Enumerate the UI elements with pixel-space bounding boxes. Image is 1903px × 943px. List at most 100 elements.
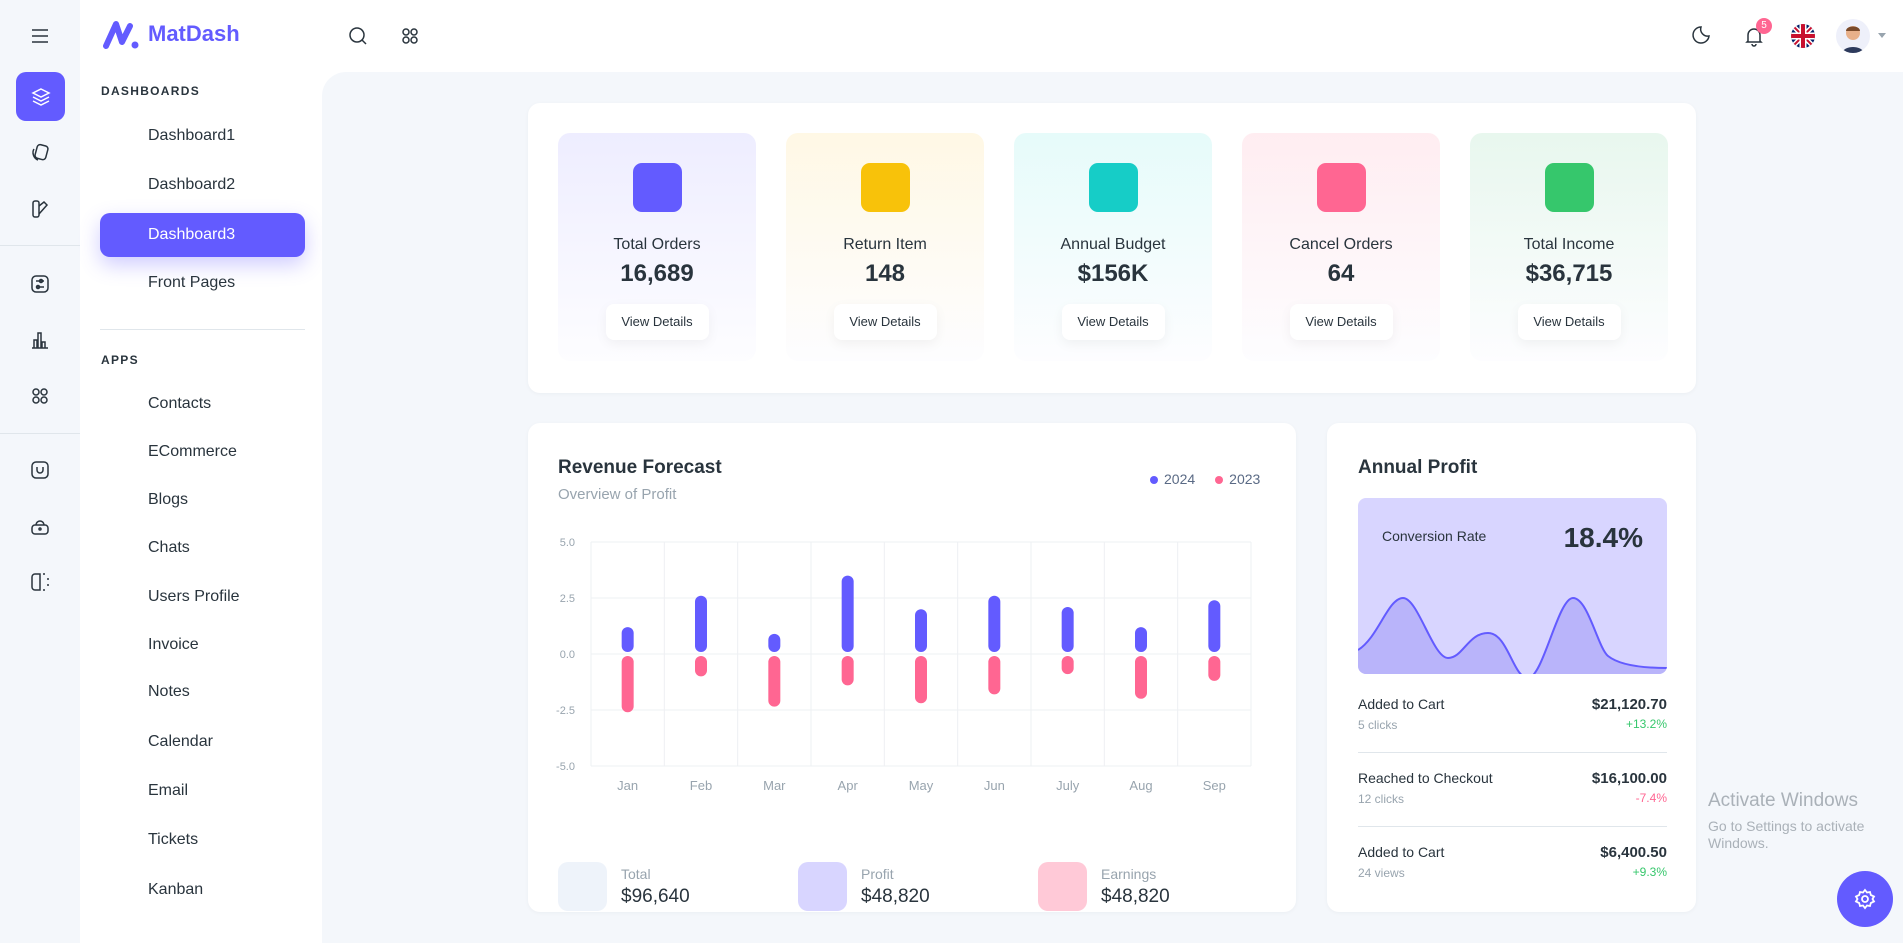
y-tick-label: 2.5 <box>560 593 575 605</box>
sidebar-item-blogs[interactable]: Blogs <box>100 478 305 522</box>
revenue-chart: 5.0 2.5 0.0 -2.5 -5.0 Jan Feb Mar Apr May Jun July A… <box>556 537 1252 793</box>
trees-icon <box>1544 163 1594 212</box>
bar-2024-Jan[interactable] <box>621 627 634 652</box>
view-details-button[interactable]: View Details <box>833 304 937 340</box>
section-title: DASHBOARDS <box>101 84 201 98</box>
sidebar-item-label: Invoice <box>148 636 199 653</box>
split-panel-icon[interactable] <box>20 562 60 602</box>
user-shield-icon <box>116 587 136 607</box>
summary-profit: Profit $48,820 <box>798 862 930 911</box>
cards-icon[interactable] <box>20 133 60 173</box>
sidebar-item-dashboard3[interactable]: Dashboard3 <box>100 213 305 257</box>
sidebar-item-contacts[interactable]: Contacts <box>100 382 305 426</box>
profit-row: Added to Cart 24 views $6,400.50 +9.3% <box>1358 844 1667 880</box>
bar-2024-May[interactable] <box>915 609 927 652</box>
bar-2023-Sep[interactable] <box>1208 656 1221 681</box>
view-details-button[interactable]: View Details <box>1061 304 1165 340</box>
moon-icon[interactable] <box>1689 24 1713 48</box>
bar-2023-Jun[interactable] <box>988 656 1001 695</box>
search-icon[interactable] <box>346 24 370 48</box>
caret-down-icon[interactable] <box>1878 33 1886 38</box>
row-sub: 12 clicks <box>1358 792 1405 806</box>
bar-2023-Feb[interactable] <box>695 656 707 677</box>
bag-icon <box>1088 163 1138 212</box>
bar-2024-Aug[interactable] <box>1135 627 1147 652</box>
bell-icon[interactable]: 5 <box>1742 18 1772 48</box>
menu-icon[interactable] <box>20 16 60 56</box>
bar-2024-Feb[interactable] <box>695 595 707 652</box>
row-change: +9.3% <box>1632 865 1667 879</box>
divider <box>0 245 80 246</box>
stat-card-return-item: Return Item 148 View Details <box>786 133 984 361</box>
conversion-sparkline <box>1358 596 1667 674</box>
bar-2023-Jan[interactable] <box>621 656 634 713</box>
calendar-icon <box>116 732 136 752</box>
sidebar-item-invoice[interactable]: Invoice <box>100 623 305 667</box>
legend-label: 2023 <box>1229 471 1261 487</box>
stat-value: 148 <box>864 260 906 287</box>
sidebar-item-notes[interactable]: Notes <box>100 670 305 714</box>
legend-item[interactable]: 2024 <box>1150 471 1195 487</box>
dollar-icon <box>798 862 847 911</box>
lock-icon[interactable] <box>20 506 60 546</box>
bar-chart-icon[interactable] <box>20 320 60 360</box>
sidebar-item-label: Front Pages <box>148 274 236 291</box>
stat-value: 16,689 <box>620 260 694 287</box>
sidebar-item-ecommerce[interactable]: ECommerce <box>100 430 305 474</box>
stat-card-total-orders: Total Orders 16,689 View Details <box>558 133 756 361</box>
logo[interactable]: MatDash <box>102 18 240 50</box>
summary-value: $48,820 <box>861 885 930 907</box>
sidebar-item-tickets[interactable]: Tickets <box>100 818 305 862</box>
chevron-down-icon <box>275 445 289 459</box>
chevron-down-icon <box>275 493 289 507</box>
bar-2024-July[interactable] <box>1061 606 1074 652</box>
avatar[interactable] <box>1836 19 1870 53</box>
home-icon <box>116 273 136 293</box>
bar-2023-Mar[interactable] <box>768 656 781 707</box>
palette-icon[interactable] <box>20 189 60 229</box>
bar-2023-Apr[interactable] <box>841 656 854 686</box>
sidebar-item-email[interactable]: Email <box>100 769 305 813</box>
conversion-label: Conversion Rate <box>1382 528 1487 544</box>
sidebar-item-users-profile[interactable]: Users Profile <box>100 575 305 619</box>
settings-button[interactable] <box>1837 871 1893 927</box>
sliders-icon[interactable] <box>20 264 60 304</box>
bar-2023-July[interactable] <box>1061 656 1074 675</box>
x-tick-label: Aug <box>1129 778 1152 793</box>
stat-value: 64 <box>1327 260 1355 287</box>
conversion-value: 18.4% <box>1563 522 1643 553</box>
sidebar-item-dashboard2[interactable]: Dashboard2 <box>100 163 305 207</box>
stat-value: $156K <box>1077 260 1149 287</box>
bar-2024-Mar[interactable] <box>768 633 781 652</box>
view-details-button[interactable]: View Details <box>605 304 709 340</box>
legend-item[interactable]: 2023 <box>1215 471 1260 487</box>
row-sub: 24 views <box>1358 866 1405 880</box>
summary-value: $48,820 <box>1101 885 1170 907</box>
sidebar-item-front-pages[interactable]: Front Pages <box>100 261 305 305</box>
bar-2024-Sep[interactable] <box>1208 600 1221 652</box>
divider <box>1358 752 1667 753</box>
row-label: Added to Cart <box>1358 696 1445 712</box>
pie-icon <box>558 862 607 911</box>
uk-flag-icon[interactable] <box>1791 24 1815 48</box>
legend-marker <box>1150 476 1158 484</box>
sidebar-item-kanban[interactable]: Kanban <box>100 868 305 912</box>
stat-label: Cancel Orders <box>1289 236 1393 253</box>
row-change: -7.4% <box>1635 791 1667 805</box>
bar-2024-Apr[interactable] <box>841 575 854 652</box>
layers-icon[interactable] <box>16 72 65 121</box>
face-icon[interactable] <box>20 450 60 490</box>
view-details-button[interactable]: View Details <box>1517 304 1621 340</box>
apps-icon[interactable] <box>20 376 60 416</box>
sidebar-item-calendar[interactable]: Calendar <box>100 720 305 764</box>
apps-icon[interactable] <box>398 24 422 48</box>
sidebar-item-chats[interactable]: Chats <box>100 526 305 570</box>
view-details-button[interactable]: View Details <box>1289 304 1393 340</box>
section-title: APPS <box>101 353 139 367</box>
sidebar-item-dashboard1[interactable]: Dashboard1 <box>100 114 305 158</box>
bar-2023-May[interactable] <box>915 656 927 704</box>
bar-2023-Aug[interactable] <box>1135 656 1147 699</box>
bar-2024-Jun[interactable] <box>988 595 1001 652</box>
stat-card-total-income: Total Income $36,715 View Details <box>1470 133 1668 361</box>
mail-icon <box>116 781 136 801</box>
